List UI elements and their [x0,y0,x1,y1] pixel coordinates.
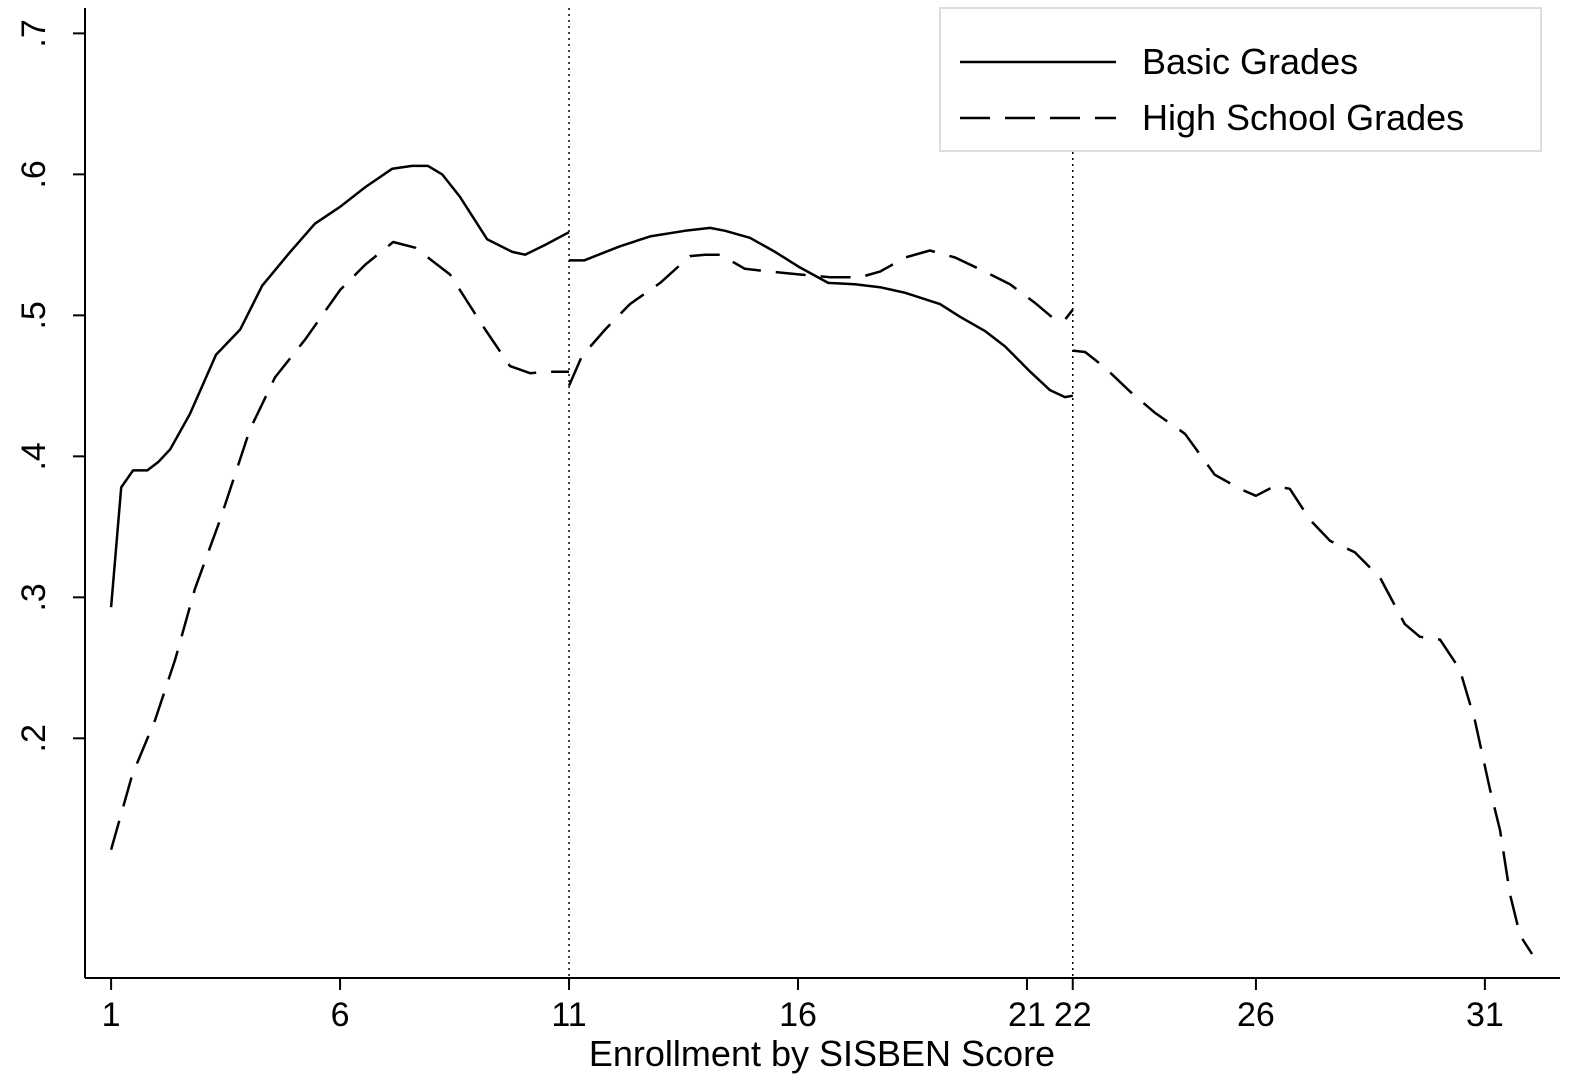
y-tick-label: .2 [15,724,53,752]
x-tick-label: 16 [779,996,817,1034]
data-line [109,164,1074,608]
x-tick-label: 1 [102,996,121,1034]
legend-box [939,7,1542,152]
x-axis-label: Enrollment by SISBEN Score [589,1033,1055,1074]
legend-label: High School Grades [1142,97,1464,138]
x-tick-label: 31 [1466,996,1504,1034]
data-line [109,240,1534,955]
y-tick-label: .5 [15,301,53,329]
x-tick-label: 26 [1237,996,1275,1034]
x-tick-label: 21 [1008,996,1046,1034]
legend-label: Basic Grades [1142,41,1358,82]
y-tick-label: .7 [15,19,53,47]
x-tick-label: 11 [551,996,586,1034]
legend: Basic Grades High School Grades [939,7,1542,152]
x-tick-label: 22 [1054,996,1092,1034]
x-tick-label: 6 [331,996,350,1034]
y-tick-label: .3 [15,583,53,611]
y-tick-label: .6 [15,160,53,188]
y-tick-label: .4 [15,442,53,470]
